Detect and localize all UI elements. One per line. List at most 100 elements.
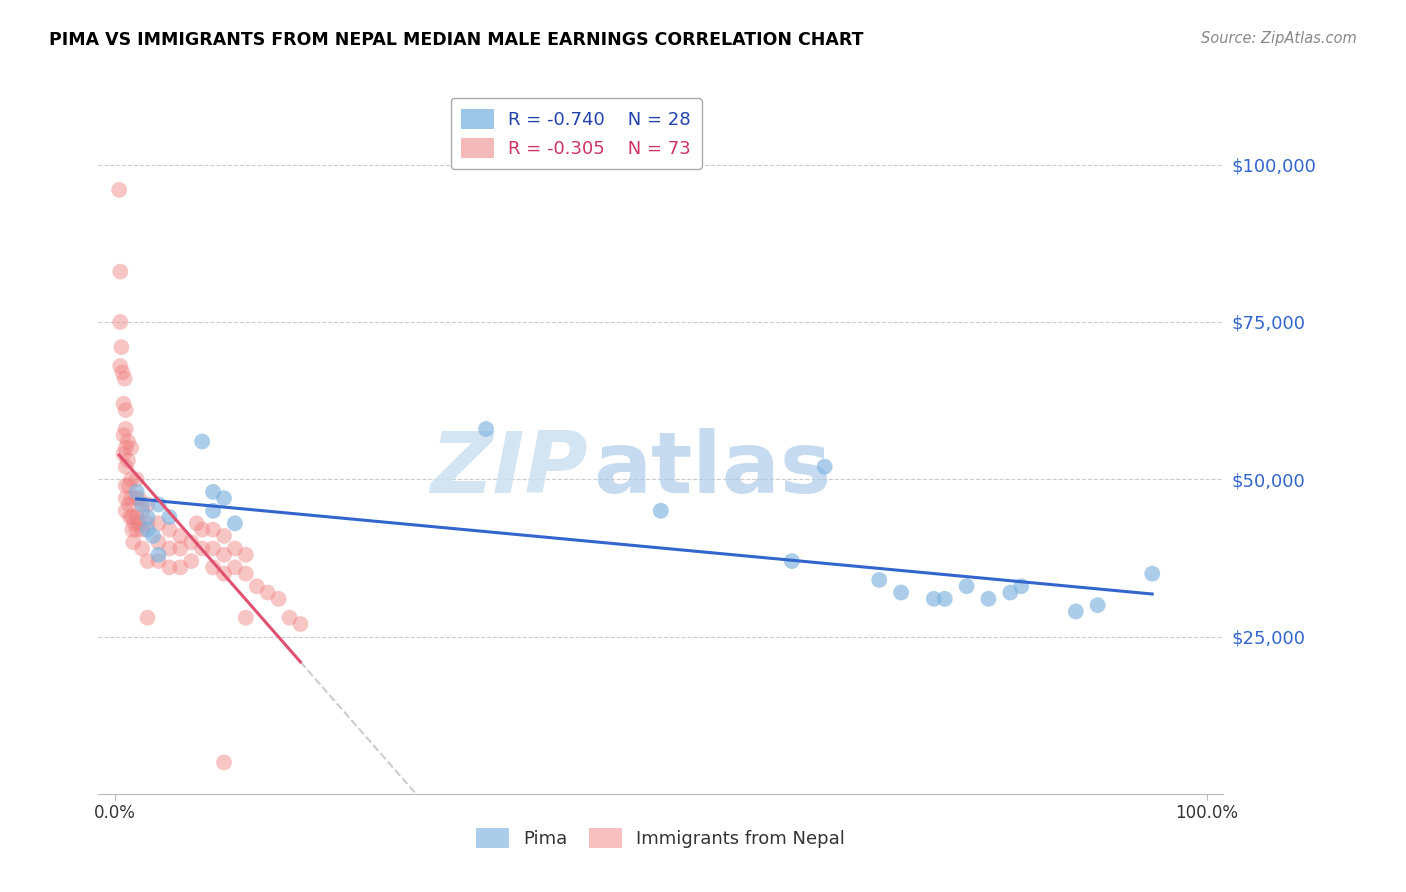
Point <box>212 491 235 505</box>
Point <box>212 566 235 581</box>
Point <box>235 548 257 562</box>
Point <box>169 541 191 556</box>
Point <box>290 617 312 632</box>
Point <box>235 566 257 581</box>
Point <box>1000 585 1022 599</box>
Point <box>169 529 191 543</box>
Point <box>142 529 165 543</box>
Point <box>256 585 278 599</box>
Point <box>246 579 269 593</box>
Point <box>157 560 180 574</box>
Point <box>475 422 498 436</box>
Point <box>118 478 141 492</box>
Text: PIMA VS IMMIGRANTS FROM NEPAL MEDIAN MALE EARNINGS CORRELATION CHART: PIMA VS IMMIGRANTS FROM NEPAL MEDIAN MAL… <box>49 31 863 49</box>
Point <box>202 504 225 518</box>
Point <box>180 554 202 568</box>
Point <box>922 591 945 606</box>
Point <box>267 591 290 606</box>
Point <box>180 535 202 549</box>
Text: Source: ZipAtlas.com: Source: ZipAtlas.com <box>1201 31 1357 46</box>
Point <box>131 523 153 537</box>
Point <box>224 516 246 531</box>
Point <box>114 478 136 492</box>
Point <box>114 371 136 385</box>
Point <box>136 510 159 524</box>
Point <box>934 591 956 606</box>
Point <box>114 403 136 417</box>
Point <box>120 441 142 455</box>
Point <box>114 441 136 455</box>
Point <box>169 560 191 574</box>
Point <box>202 560 225 574</box>
Point <box>191 523 214 537</box>
Point <box>128 516 150 531</box>
Point <box>114 491 136 505</box>
Point <box>121 523 143 537</box>
Point <box>868 573 890 587</box>
Point <box>136 516 159 531</box>
Point <box>212 529 235 543</box>
Point <box>977 591 1000 606</box>
Point <box>148 516 170 531</box>
Point <box>112 428 135 442</box>
Point <box>125 484 148 499</box>
Point <box>157 523 180 537</box>
Point <box>650 504 672 518</box>
Point <box>110 265 132 279</box>
Point <box>125 491 148 505</box>
Point <box>122 535 145 549</box>
Point <box>128 491 150 505</box>
Point <box>131 498 153 512</box>
Point <box>136 610 159 624</box>
Point <box>117 453 139 467</box>
Point <box>125 472 148 486</box>
Point <box>212 756 235 770</box>
Point <box>186 516 208 531</box>
Point <box>1142 566 1164 581</box>
Point <box>148 498 170 512</box>
Point <box>114 459 136 474</box>
Point <box>224 541 246 556</box>
Point <box>235 610 257 624</box>
Legend: Pima, Immigrants from Nepal: Pima, Immigrants from Nepal <box>470 821 852 855</box>
Point <box>136 498 159 512</box>
Point <box>120 472 142 486</box>
Point <box>118 498 141 512</box>
Point <box>278 610 301 624</box>
Point <box>124 516 146 531</box>
Point <box>131 504 153 518</box>
Point <box>114 422 136 436</box>
Text: atlas: atlas <box>593 428 831 511</box>
Point <box>1087 598 1109 612</box>
Point <box>125 523 148 537</box>
Point <box>117 434 139 449</box>
Point <box>110 359 132 373</box>
Point <box>120 510 142 524</box>
Point <box>1010 579 1032 593</box>
Point <box>890 585 912 599</box>
Point <box>191 541 214 556</box>
Point <box>202 484 225 499</box>
Point <box>136 554 159 568</box>
Point <box>111 365 134 379</box>
Point <box>110 340 132 354</box>
Point <box>191 434 214 449</box>
Point <box>955 579 977 593</box>
Point <box>148 535 170 549</box>
Point <box>112 447 135 461</box>
Point <box>125 510 148 524</box>
Point <box>114 504 136 518</box>
Point <box>112 397 135 411</box>
Point <box>108 183 131 197</box>
Point <box>224 560 246 574</box>
Point <box>157 541 180 556</box>
Point <box>1064 604 1087 618</box>
Point <box>136 523 159 537</box>
Point <box>120 491 142 505</box>
Point <box>148 554 170 568</box>
Point <box>148 548 170 562</box>
Point <box>814 459 837 474</box>
Point <box>202 541 225 556</box>
Point <box>110 315 132 329</box>
Point <box>157 510 180 524</box>
